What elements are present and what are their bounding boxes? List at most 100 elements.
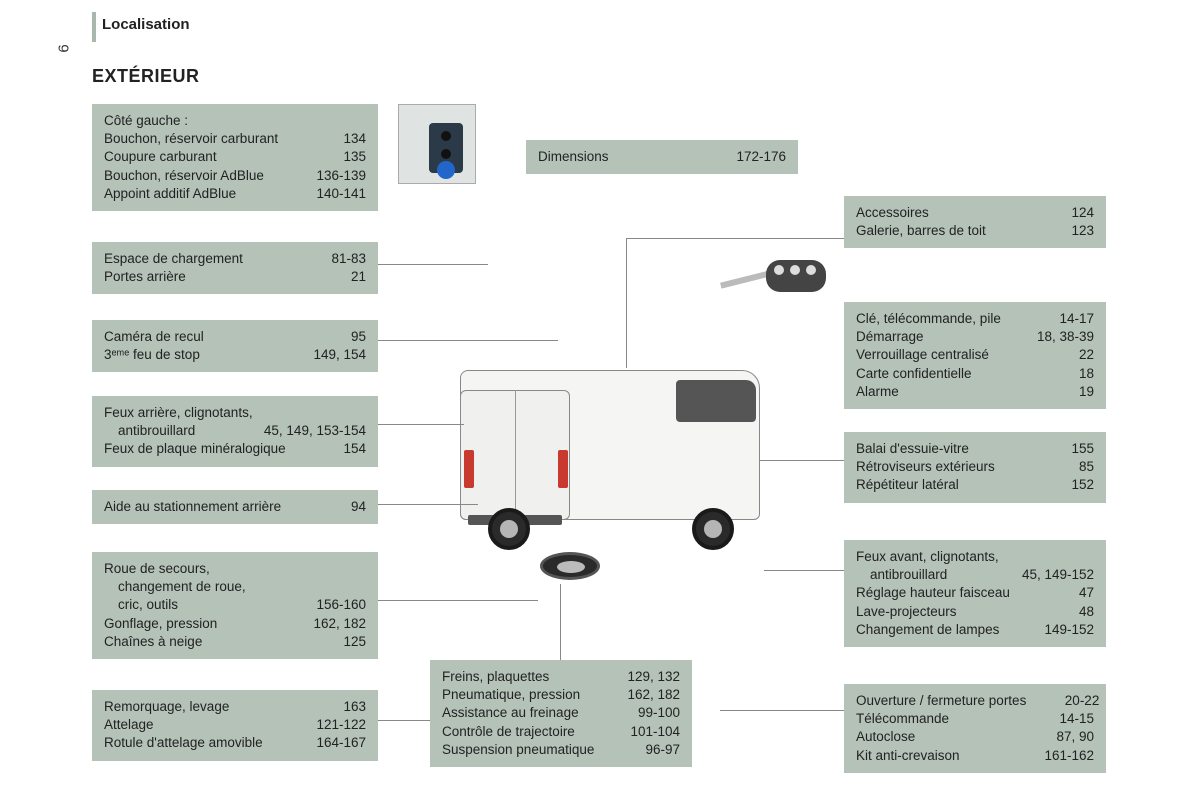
info-row: Espace de chargement81-83 bbox=[104, 250, 366, 268]
header-accent bbox=[92, 12, 96, 42]
right-info-box-1: Clé, télécommande, pile14-17Démarrage 18,… bbox=[844, 302, 1106, 409]
info-row: Suspension pneumatique96-97 bbox=[442, 741, 680, 759]
info-row: antibrouillard45, 149-152 bbox=[856, 566, 1094, 584]
info-pages bbox=[311, 404, 366, 422]
spare-tire-illustration bbox=[540, 552, 600, 580]
info-row: Ouverture / fermeture portes20-22 bbox=[856, 692, 1094, 710]
info-row: Accessoires124 bbox=[856, 204, 1094, 222]
left-info-box-4: Aide au stationnement arrière94 bbox=[92, 490, 378, 524]
info-label: Démarrage bbox=[856, 328, 942, 346]
info-label: Rétroviseurs extérieurs bbox=[856, 458, 1013, 476]
info-pages: 14-17 bbox=[1039, 310, 1094, 328]
info-row: Dimensions 172-176 bbox=[538, 148, 786, 166]
info-row: Télécommande14-15 bbox=[856, 710, 1094, 728]
leader-line bbox=[626, 238, 627, 368]
info-pages bbox=[1039, 548, 1094, 566]
info-row: changement de roue, bbox=[104, 578, 366, 596]
info-pages: 20-22 bbox=[1044, 692, 1099, 710]
leader-line bbox=[378, 424, 464, 425]
info-label: Feux avant, clignotants, bbox=[856, 548, 1017, 566]
info-label: Bouchon, réservoir carburant bbox=[104, 130, 296, 148]
leader-line bbox=[760, 460, 844, 461]
info-pages: 149, 154 bbox=[311, 346, 366, 364]
info-label: Chaînes à neige bbox=[104, 633, 220, 651]
left-info-box-5: Roue de secours,changement de roue,cric,… bbox=[92, 552, 378, 659]
info-pages: 21 bbox=[311, 268, 366, 286]
section-title: Localisation bbox=[102, 16, 190, 33]
info-label: Roue de secours, bbox=[104, 560, 228, 578]
info-label: Verrouillage centralisé bbox=[856, 346, 1007, 364]
info-label: Côté gauche : bbox=[104, 112, 206, 130]
info-row: Kit anti-crevaison 161-162 bbox=[856, 747, 1094, 765]
info-label: Pneumatique, pression bbox=[442, 686, 598, 704]
info-pages: 45, 149-152 bbox=[1022, 566, 1094, 584]
leader-line bbox=[378, 340, 558, 341]
info-row: Freins, plaquettes129, 132 bbox=[442, 668, 680, 686]
info-pages: 95 bbox=[311, 328, 366, 346]
info-row: Alarme19 bbox=[856, 383, 1094, 401]
info-row: antibrouillard45, 149, 153-154 bbox=[104, 422, 366, 440]
info-row: Galerie, barres de toit123 bbox=[856, 222, 1094, 240]
info-row: Côté gauche : bbox=[104, 112, 366, 130]
info-label: Balai d'essuie-vitre bbox=[856, 440, 987, 458]
info-label: Répétiteur latéral bbox=[856, 476, 977, 494]
info-row: Réglage hauteur faisceau47 bbox=[856, 584, 1094, 602]
info-label: Aide au stationnement arrière bbox=[104, 498, 299, 516]
info-pages: 161-162 bbox=[1039, 747, 1094, 765]
leader-line bbox=[720, 710, 844, 711]
left-info-box-6: Remorquage, levage163Attelage121-122Rotu… bbox=[92, 690, 378, 761]
info-row: Chaînes à neige 125 bbox=[104, 633, 366, 651]
info-pages: 123 bbox=[1039, 222, 1094, 240]
info-row: Clé, télécommande, pile14-17 bbox=[856, 310, 1094, 328]
info-label: Accessoires bbox=[856, 204, 947, 222]
info-row: Lave-projecteurs48 bbox=[856, 603, 1094, 621]
info-pages: 154 bbox=[311, 440, 366, 458]
info-row: Carte confidentielle 18 bbox=[856, 365, 1094, 383]
page-number: 6 bbox=[56, 44, 73, 52]
info-pages bbox=[311, 578, 366, 596]
leader-line bbox=[378, 600, 538, 601]
info-label: Gonflage, pression bbox=[104, 615, 235, 633]
info-pages: 99-100 bbox=[625, 704, 680, 722]
info-pages bbox=[311, 560, 366, 578]
left-info-box-2: Caméra de recul 95 3ᵉᵐᵉ feu de stop 149, 15… bbox=[92, 320, 378, 372]
info-pages: 19 bbox=[1039, 383, 1094, 401]
info-label: changement de roue, bbox=[104, 578, 264, 596]
info-label: Assistance au freinage bbox=[442, 704, 597, 722]
info-pages: 85 bbox=[1039, 458, 1094, 476]
info-label: Télécommande bbox=[856, 710, 967, 728]
fuel-socket-thumbnail bbox=[398, 104, 476, 184]
info-label: Carte confidentielle bbox=[856, 365, 990, 383]
info-pages: 135 bbox=[311, 148, 366, 166]
bottom-info-box: Freins, plaquettes129, 132Pneumatique, p… bbox=[430, 660, 692, 767]
info-label: Appoint additif AdBlue bbox=[104, 185, 254, 203]
info-label: Coupure carburant bbox=[104, 148, 235, 166]
info-label: Contrôle de trajectoire bbox=[442, 723, 593, 741]
info-pages: 136-139 bbox=[311, 167, 366, 185]
info-row: Pneumatique, pression162, 182 bbox=[442, 686, 680, 704]
info-pages: 172-176 bbox=[731, 148, 786, 166]
info-row: Assistance au freinage 99-100 bbox=[442, 704, 680, 722]
info-pages: 162, 182 bbox=[311, 615, 366, 633]
left-info-box-0: Côté gauche :Bouchon, réservoir carburan… bbox=[92, 104, 378, 211]
info-row: Remorquage, levage163 bbox=[104, 698, 366, 716]
info-row: Rétroviseurs extérieurs 85 bbox=[856, 458, 1094, 476]
info-pages: 18 bbox=[1039, 365, 1094, 383]
leader-line bbox=[764, 570, 844, 571]
info-pages: 47 bbox=[1039, 584, 1094, 602]
info-label: 3ᵉᵐᵉ feu de stop bbox=[104, 346, 218, 364]
info-label: Caméra de recul bbox=[104, 328, 222, 346]
info-label: Remorquage, levage bbox=[104, 698, 247, 716]
info-row: Autoclose87, 90 bbox=[856, 728, 1094, 746]
info-label: Rotule d'attelage amovible bbox=[104, 734, 281, 752]
info-pages: 45, 149, 153-154 bbox=[264, 422, 366, 440]
info-pages: 18, 38-39 bbox=[1037, 328, 1094, 346]
leader-line bbox=[378, 504, 478, 505]
info-row: Verrouillage centralisé22 bbox=[856, 346, 1094, 364]
info-label: Kit anti-crevaison bbox=[856, 747, 978, 765]
info-label: cric, outils bbox=[104, 596, 196, 614]
info-label: Feux de plaque minéralogique bbox=[104, 440, 304, 458]
right-info-box-3: Feux avant, clignotants,antibrouillard45… bbox=[844, 540, 1106, 647]
info-pages: 121-122 bbox=[311, 716, 366, 734]
info-pages: 125 bbox=[311, 633, 366, 651]
